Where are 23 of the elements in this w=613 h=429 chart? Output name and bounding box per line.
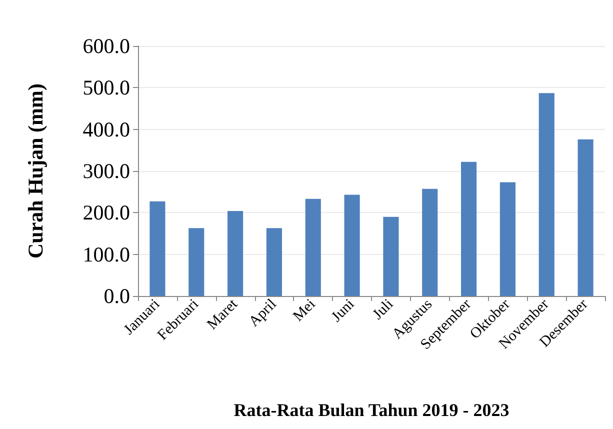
x-axis-title: Rata-Rata Bulan Tahun 2019 - 2023 xyxy=(234,400,510,420)
y-tick-label: 600.0 xyxy=(82,34,130,58)
bar xyxy=(461,162,477,296)
y-axis-title: Curah Hujan (mm) xyxy=(24,83,48,259)
bar xyxy=(188,228,204,296)
bar xyxy=(383,216,399,296)
y-tick-label: 100.0 xyxy=(82,242,130,266)
bar xyxy=(500,182,516,296)
bar xyxy=(266,228,282,296)
bar xyxy=(422,188,438,296)
y-tick-label: 500.0 xyxy=(82,76,130,100)
bar xyxy=(228,211,244,296)
bar xyxy=(538,93,554,296)
y-tick-label: 200.0 xyxy=(82,200,130,225)
x-tick-label: Mei xyxy=(290,296,319,325)
bar xyxy=(305,198,321,296)
x-tick-label: Juli xyxy=(370,296,397,323)
y-tick-label: 300.0 xyxy=(82,159,130,183)
x-tick-label: Juni xyxy=(328,296,358,326)
y-tick-label: 400.0 xyxy=(82,117,130,142)
bar xyxy=(578,139,594,296)
bar xyxy=(344,194,360,296)
bar xyxy=(150,201,166,296)
